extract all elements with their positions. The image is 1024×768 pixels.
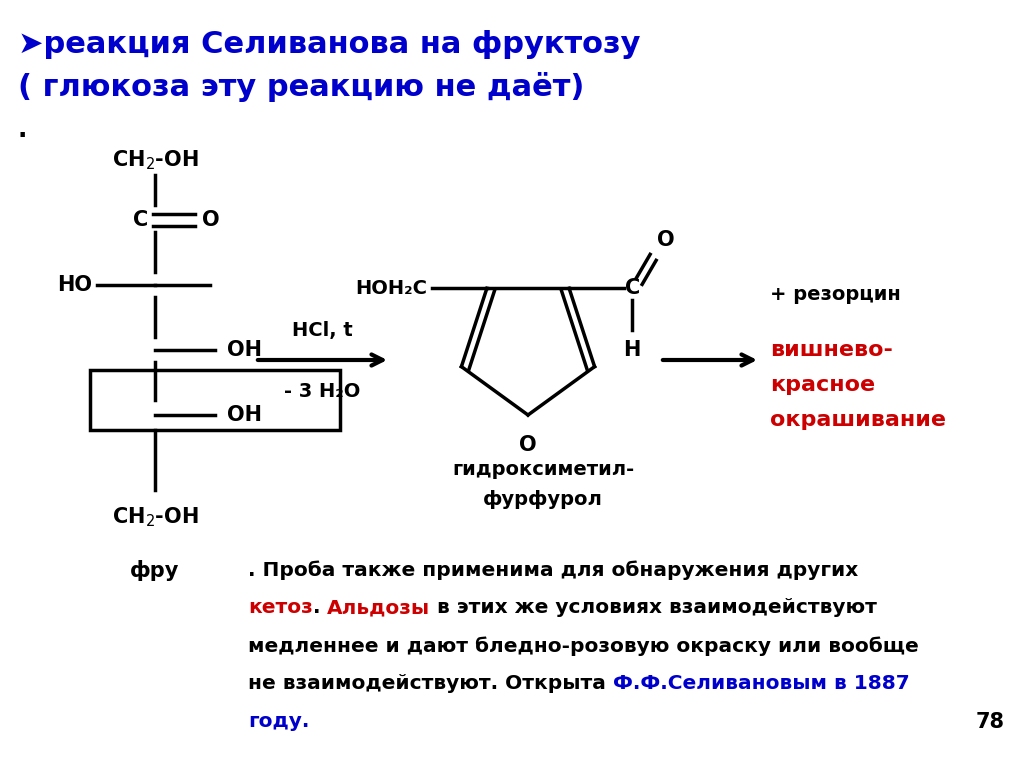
Text: + резорцин: + резорцин [770, 286, 901, 304]
Text: 78: 78 [976, 712, 1005, 732]
Text: CH$_2$-OH: CH$_2$-OH [112, 148, 199, 171]
Text: HCl, t: HCl, t [292, 321, 353, 340]
Text: ( глюкоза эту реакцию не даёт): ( глюкоза эту реакцию не даёт) [18, 72, 585, 102]
Text: Ф.Ф.Селивановым в 1887: Ф.Ф.Селивановым в 1887 [613, 674, 909, 693]
Text: . Проба также применима для обнаружения других: . Проба также применима для обнаружения … [248, 560, 858, 580]
Text: .: . [18, 118, 28, 142]
Text: HO: HO [57, 275, 92, 295]
Text: C: C [133, 210, 148, 230]
Text: CH$_2$-OH: CH$_2$-OH [112, 505, 199, 528]
Text: году.: году. [248, 712, 309, 731]
Text: не взаимодействуют. Открыта: не взаимодействуют. Открыта [248, 674, 613, 693]
Text: Альдозы: Альдозы [328, 598, 430, 617]
Text: медленнее и дают бледно-розовую окраску или вообще: медленнее и дают бледно-розовую окраску … [248, 636, 919, 656]
Text: вишнево-: вишнево- [770, 340, 893, 360]
Text: красное: красное [770, 375, 876, 395]
Text: O: O [657, 230, 675, 250]
Text: O: O [519, 435, 537, 455]
Text: в этих же условиях взаимодействуют: в этих же условиях взаимодействуют [430, 598, 878, 617]
Text: HOH₂C: HOH₂C [355, 279, 427, 298]
Text: .: . [312, 598, 328, 617]
Text: фру: фру [130, 560, 179, 581]
Text: OH: OH [227, 405, 262, 425]
Text: H: H [624, 340, 641, 360]
Text: фурфурол: фурфурол [483, 490, 603, 509]
Text: ➤реакция Селиванова на фруктозу: ➤реакция Селиванова на фруктозу [18, 30, 640, 59]
Text: C: C [625, 278, 640, 299]
Text: O: O [202, 210, 220, 230]
Text: OH: OH [227, 340, 262, 360]
Text: - 3 H₂O: - 3 H₂O [285, 382, 360, 401]
Text: кетоз: кетоз [248, 598, 312, 617]
Text: окрашивание: окрашивание [770, 410, 946, 430]
Text: гидроксиметил-: гидроксиметил- [452, 460, 634, 479]
Bar [90, 370, 340, 430]
